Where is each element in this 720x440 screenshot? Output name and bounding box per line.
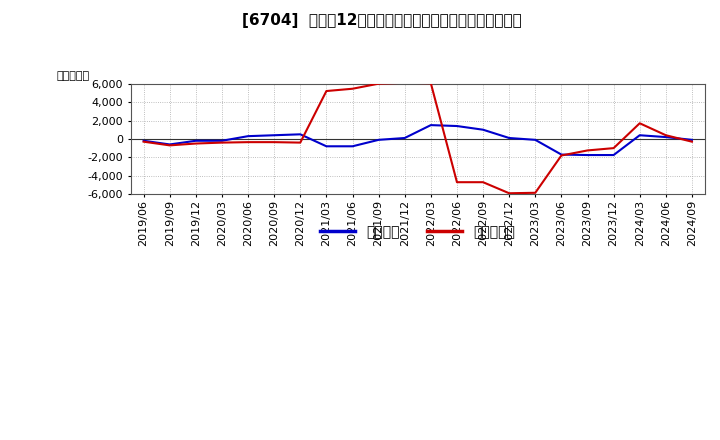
Y-axis label: （百万円）: （百万円） [57,71,90,81]
Text: [6704]  利益だ12か月移動合計の対前年同期増減額の推移: [6704] 利益だ12か月移動合計の対前年同期増減額の推移 [242,13,521,28]
Legend: 経常利益, 当期純利益: 経常利益, 当期純利益 [315,220,521,245]
